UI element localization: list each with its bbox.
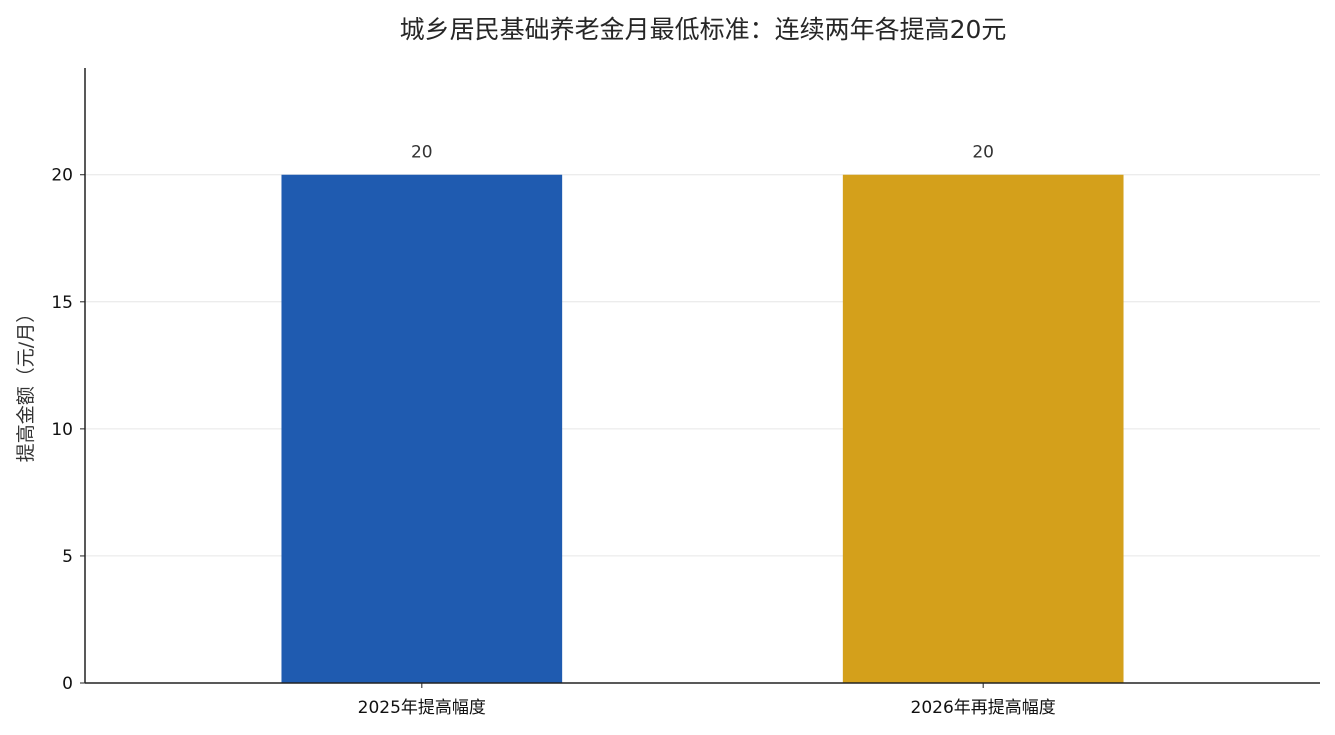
x-axis-ticks: 2025年提高幅度 2026年再提高幅度 bbox=[358, 683, 1056, 718]
bar-value-label: 20 bbox=[411, 143, 433, 163]
y-axis-label: 提高金额（元/月） bbox=[15, 304, 37, 462]
x-tick-label: 2025年提高幅度 bbox=[358, 698, 486, 718]
y-tick-label: 5 bbox=[62, 547, 73, 567]
x-tick-label: 2026年再提高幅度 bbox=[911, 698, 1056, 718]
chart-title: 城乡居民基础养老金月最低标准：连续两年各提高20元 bbox=[400, 15, 1007, 44]
y-tick-label: 10 bbox=[51, 420, 73, 440]
y-tick-label: 0 bbox=[62, 674, 73, 694]
grid-lines bbox=[85, 174, 1320, 557]
y-tick-label: 15 bbox=[51, 293, 73, 313]
bar bbox=[281, 174, 563, 683]
bar-value-label: 20 bbox=[972, 143, 994, 163]
bar bbox=[842, 174, 1124, 683]
data-labels: 20 20 bbox=[411, 143, 994, 163]
y-tick-label: 20 bbox=[51, 166, 73, 186]
bars bbox=[281, 174, 1124, 683]
y-axis-ticks: 0 5 10 15 20 bbox=[51, 166, 85, 694]
